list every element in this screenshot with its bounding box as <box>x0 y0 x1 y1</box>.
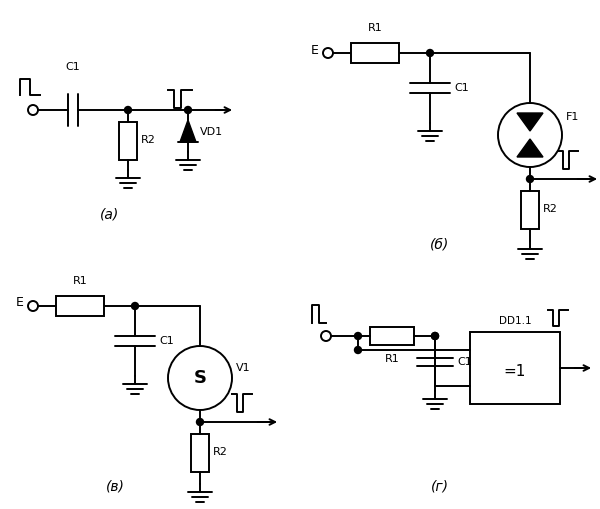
Text: C1: C1 <box>454 83 469 93</box>
Text: R2: R2 <box>141 135 156 145</box>
Bar <box>56 296 104 316</box>
Text: C1: C1 <box>457 357 472 367</box>
Circle shape <box>355 347 361 353</box>
Circle shape <box>427 49 433 56</box>
Text: R1: R1 <box>385 354 400 364</box>
Text: DD1.1: DD1.1 <box>499 316 532 326</box>
Text: F1: F1 <box>566 112 580 122</box>
Circle shape <box>527 176 533 183</box>
Text: (б): (б) <box>430 238 449 252</box>
Text: V1: V1 <box>236 363 251 373</box>
Text: (г): (г) <box>431 479 449 493</box>
Bar <box>521 191 539 229</box>
Circle shape <box>125 106 131 114</box>
Text: C1: C1 <box>65 62 80 72</box>
Text: R1: R1 <box>73 276 88 286</box>
Circle shape <box>185 106 191 114</box>
Text: R1: R1 <box>368 23 382 33</box>
Text: =1: =1 <box>504 364 526 380</box>
Text: VD1: VD1 <box>200 127 223 137</box>
Circle shape <box>131 302 139 309</box>
Circle shape <box>355 332 361 340</box>
Text: R2: R2 <box>543 204 558 214</box>
Bar <box>351 43 399 63</box>
Text: R2: R2 <box>213 447 228 457</box>
Bar <box>119 122 137 160</box>
Polygon shape <box>517 139 543 157</box>
Text: (а): (а) <box>100 208 119 222</box>
Polygon shape <box>517 113 543 131</box>
Text: S: S <box>193 369 206 387</box>
Bar <box>191 434 209 472</box>
Text: (в): (в) <box>106 479 124 493</box>
Circle shape <box>431 332 439 340</box>
Polygon shape <box>180 120 196 142</box>
Bar <box>470 332 560 404</box>
Circle shape <box>197 418 203 426</box>
Circle shape <box>431 332 439 340</box>
Text: E: E <box>311 43 319 56</box>
Bar <box>370 327 414 345</box>
Text: E: E <box>16 297 24 309</box>
Text: C1: C1 <box>159 336 174 346</box>
